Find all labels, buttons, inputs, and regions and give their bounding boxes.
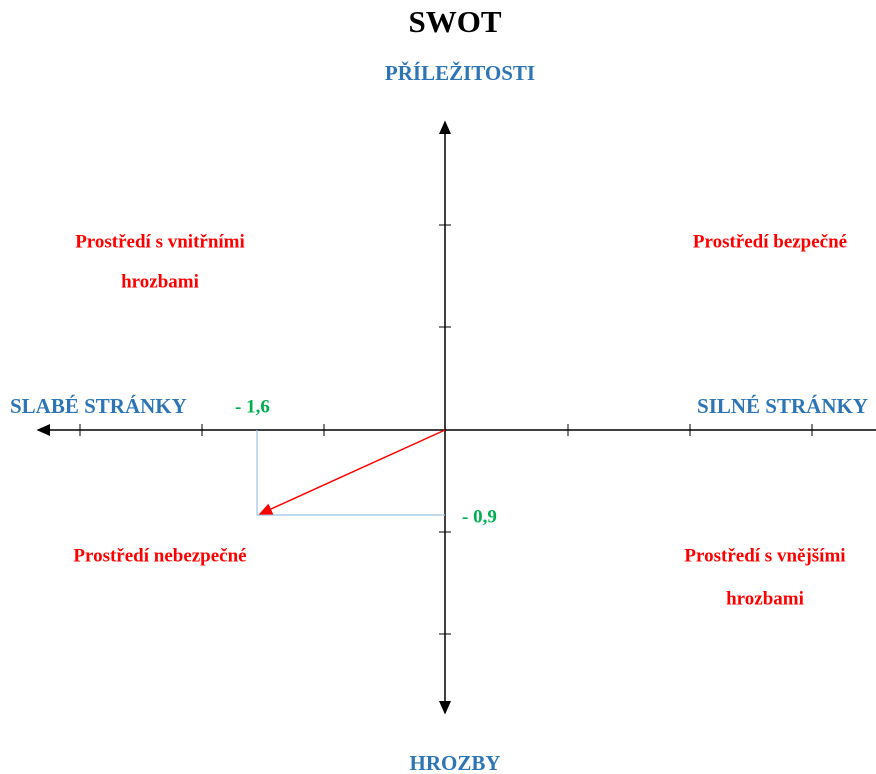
quadrant-label: Prostředí nebezpečné (73, 545, 246, 566)
quadrant-label: Prostředí s vnitřními (75, 231, 245, 252)
quadrant-label: hrozbami (121, 271, 199, 292)
quadrant-label: Prostředí s vnějšími (684, 545, 845, 566)
title: SWOT (408, 4, 501, 39)
point-label-x: - 1,6 (235, 396, 270, 417)
axis-label-left: SLABÉ STRÁNKY (10, 394, 187, 418)
axes (36, 120, 876, 715)
result-arrow (258, 429, 446, 515)
ticks (79, 224, 813, 635)
axis-label-bottom: HROZBY (409, 751, 500, 774)
axis-label-top: PŘÍLEŽITOSTI (385, 61, 535, 85)
quadrant-label: Prostředí bezpečné (693, 231, 847, 252)
point-label-y: - 0,9 (462, 506, 497, 527)
quadrant-label: hrozbami (726, 588, 804, 609)
axis-label-right: SILNÉ STRÁNKY (697, 394, 868, 418)
